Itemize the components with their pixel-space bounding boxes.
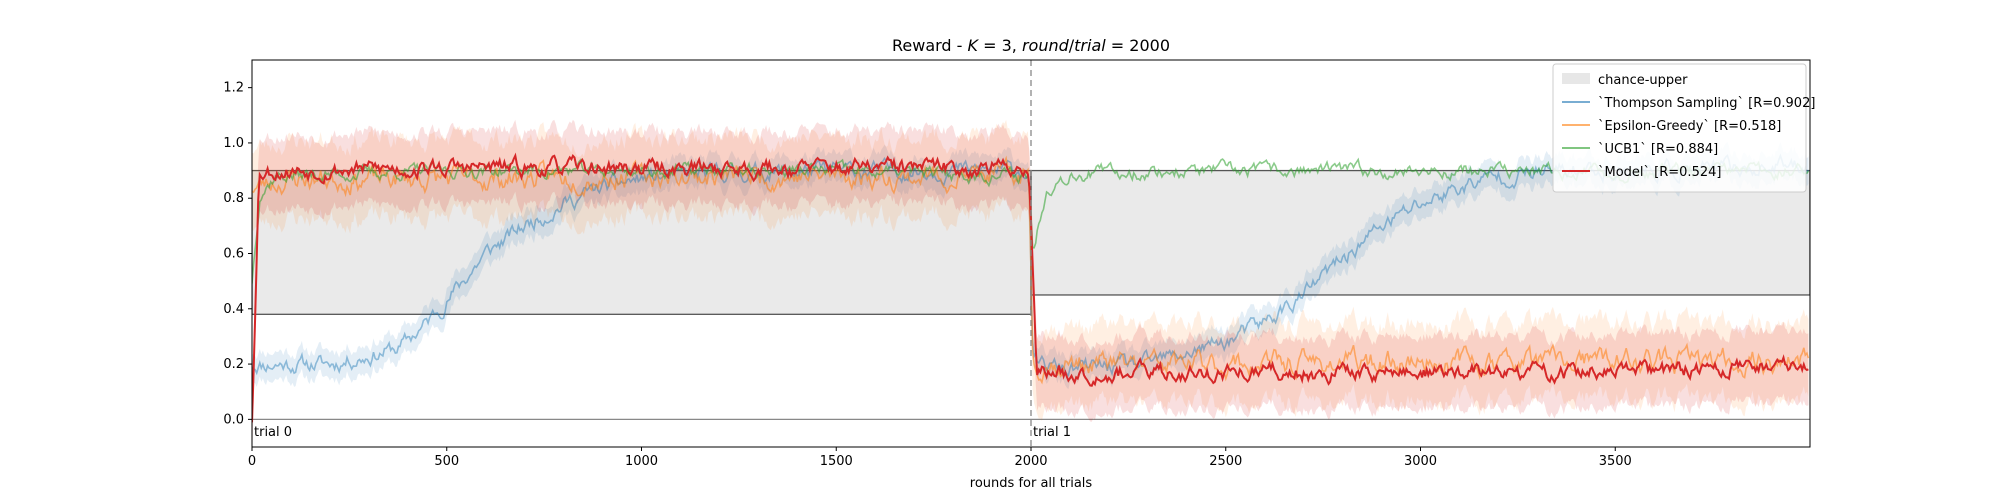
- x-tick-label: 3000: [1404, 454, 1437, 469]
- x-axis: 0 500 1000 1500 2000 2500 3000 3500: [248, 447, 1632, 469]
- x-tick-label: 0: [248, 454, 256, 469]
- line-model: [252, 152, 1809, 423]
- y-tick-label: 0.8: [223, 191, 244, 206]
- legend-label-ucb1: `UCB1` [R=0.884]: [1598, 142, 1718, 157]
- x-tick-label: 3500: [1599, 454, 1632, 469]
- y-tick-label: 0.6: [223, 247, 244, 262]
- x-tick-label: 2000: [1014, 454, 1047, 469]
- x-tick-label: 500: [434, 454, 459, 469]
- y-tick-label: 0.0: [223, 412, 244, 427]
- x-tick-label: 1500: [820, 454, 853, 469]
- y-tick-label: 1.2: [223, 81, 244, 96]
- band-model: [252, 119, 1809, 447]
- legend-label-epsilon-greedy: `Epsilon-Greedy` [R=0.518]: [1598, 119, 1781, 134]
- chart-title: Reward - K = 3, round/trial = 2000: [892, 36, 1170, 55]
- annotation-layer: trial 0 trial 1: [254, 60, 1071, 447]
- line-epsilon-greedy: [252, 155, 1810, 385]
- legend-swatch-chance-upper: [1562, 73, 1590, 84]
- plot-area: [252, 119, 1810, 447]
- trial-label-1: trial 1: [1033, 425, 1071, 440]
- y-tick-label: 1.0: [223, 136, 244, 151]
- chance-upper-region-0: [252, 169, 1032, 315]
- x-axis-label: rounds for all trials: [970, 476, 1093, 491]
- y-axis: 0.0 0.2 0.4 0.6 0.8 1.0 1.2: [223, 81, 252, 427]
- x-tick-label: 1000: [625, 454, 658, 469]
- y-tick-label: 0.4: [223, 302, 244, 317]
- legend-label-thompson-sampling: `Thompson Sampling` [R=0.902]: [1598, 96, 1815, 111]
- legend: chance-upper `Thompson Sampling` [R=0.902…: [1552, 63, 1815, 193]
- x-tick-label: 2500: [1209, 454, 1242, 469]
- y-tick-label: 0.2: [223, 357, 244, 372]
- legend-box: [1552, 63, 1807, 193]
- legend-label-chance-upper: chance-upper: [1598, 73, 1688, 88]
- trial-label-0: trial 0: [254, 425, 292, 440]
- band-thompson-sampling: [252, 141, 1809, 390]
- legend-label-model: `Model` [R=0.524]: [1598, 165, 1721, 180]
